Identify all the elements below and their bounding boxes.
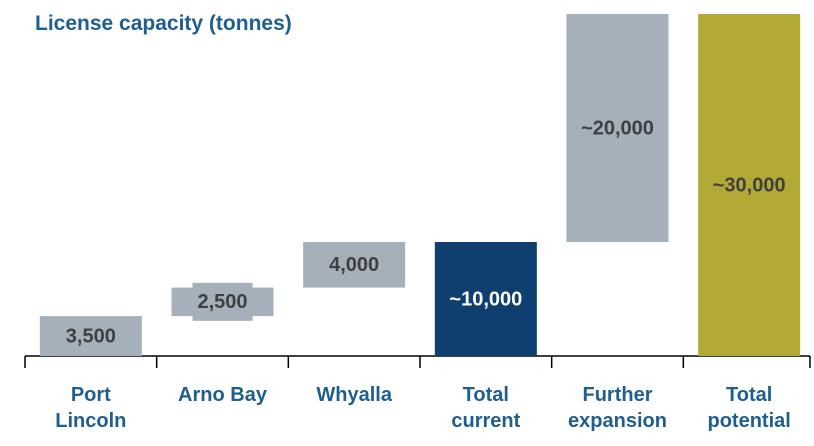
x-tick-label: Whyalla (316, 384, 392, 406)
data-label: ~30,000 (713, 174, 786, 196)
x-tick-label: Arno Bay (178, 384, 267, 406)
label-box (576, 109, 659, 147)
label-box (444, 280, 528, 318)
label-box (324, 245, 385, 284)
data-label: 2,500 (197, 291, 247, 313)
chart-title: License capacity (tonnes) (35, 12, 292, 35)
x-tick-label: Further expansion (568, 384, 667, 432)
data-label: 3,500 (66, 325, 116, 347)
label-box (192, 282, 253, 321)
x-tick-label: Total potential (707, 384, 791, 432)
label-box (60, 317, 121, 356)
data-label: ~10,000 (449, 288, 522, 310)
label-box (707, 166, 791, 204)
x-tick-label: Port Lincoln (55, 384, 127, 432)
data-label: 4,000 (329, 254, 379, 276)
x-tick-label: Total current (451, 384, 521, 432)
data-label: ~20,000 (581, 117, 654, 139)
